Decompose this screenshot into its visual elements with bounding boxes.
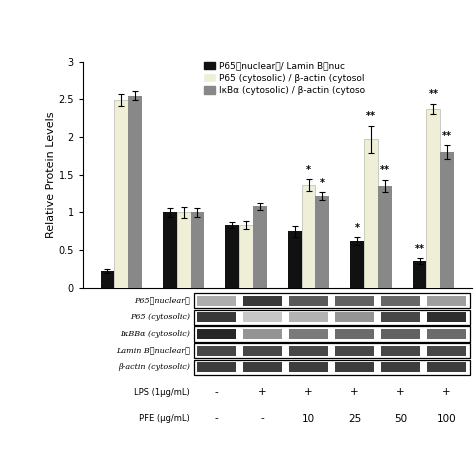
Bar [290,296,328,306]
Text: +: + [442,387,451,397]
Bar [128,96,142,288]
Text: IκBBα (cytosolic): IκBBα (cytosolic) [120,330,190,338]
Text: β-actin (cytosolic): β-actin (cytosolic) [118,363,190,371]
Text: **: ** [415,244,425,254]
Bar [382,362,420,372]
Bar [336,312,374,322]
Text: PFE (μg/mL): PFE (μg/mL) [139,414,190,423]
Text: 10: 10 [302,414,315,424]
Bar [243,312,282,322]
Bar [194,310,470,325]
Text: 50: 50 [394,414,407,424]
Bar [428,346,466,356]
Text: P65 (cytosolic): P65 (cytosolic) [130,313,190,321]
Text: -: - [215,414,219,424]
Bar [290,329,328,339]
Bar [336,329,374,339]
Text: +: + [258,387,267,397]
Bar [382,346,420,356]
Text: P65（nuclear）: P65（nuclear） [134,297,190,305]
Text: LPS (1μg/mL): LPS (1μg/mL) [134,388,190,397]
Bar [194,326,470,342]
Legend: P65（nuclear）/ Lamin B（nuc, P65 (cytosolic) / β-actin (cytosol, IκBα (cytosolic) : P65（nuclear）/ Lamin B（nuc, P65 (cytosoli… [204,62,365,95]
Bar [243,362,282,372]
Text: Lamin B（nuclear）: Lamin B（nuclear） [116,346,190,355]
Text: +: + [304,387,313,397]
Text: 25: 25 [348,414,361,424]
Y-axis label: Relative Protein Levels: Relative Protein Levels [46,111,55,238]
Text: *: * [320,178,325,188]
Text: **: ** [380,165,390,175]
Bar [194,360,470,375]
Bar [243,296,282,306]
Bar [197,346,236,356]
Text: *: * [306,164,311,175]
Bar [315,196,329,288]
Text: +: + [350,387,359,397]
Bar [427,109,440,288]
Bar [336,346,374,356]
Bar [243,329,282,339]
Bar [191,212,204,288]
Bar [382,312,420,322]
Bar [253,206,267,288]
Bar [382,329,420,339]
Bar [364,139,378,288]
Bar [243,346,282,356]
Bar [428,296,466,306]
Bar [413,262,427,288]
Bar [239,225,253,288]
Text: -: - [261,414,264,424]
Bar [428,329,466,339]
Text: **: ** [442,131,452,141]
Bar [194,343,470,358]
Bar [428,312,466,322]
Text: **: ** [366,111,376,121]
Bar [290,346,328,356]
Bar [440,152,454,288]
Bar [197,329,236,339]
Bar [197,296,236,306]
Bar [336,362,374,372]
Bar [290,362,328,372]
Bar [197,362,236,372]
Text: -: - [215,387,219,397]
Bar [288,231,301,288]
Bar [177,212,191,288]
Bar [428,362,466,372]
Bar [378,186,392,288]
Bar [114,100,128,288]
Text: **: ** [428,89,438,100]
Bar [163,212,177,288]
Bar [336,296,374,306]
Text: +: + [396,387,405,397]
Bar [100,271,114,288]
Bar [290,312,328,322]
Bar [226,225,239,288]
Bar [194,293,470,308]
Text: *: * [355,223,360,233]
Bar [197,312,236,322]
Bar [382,296,420,306]
Text: 100: 100 [437,414,456,424]
Bar [350,241,364,288]
Bar [301,185,315,288]
